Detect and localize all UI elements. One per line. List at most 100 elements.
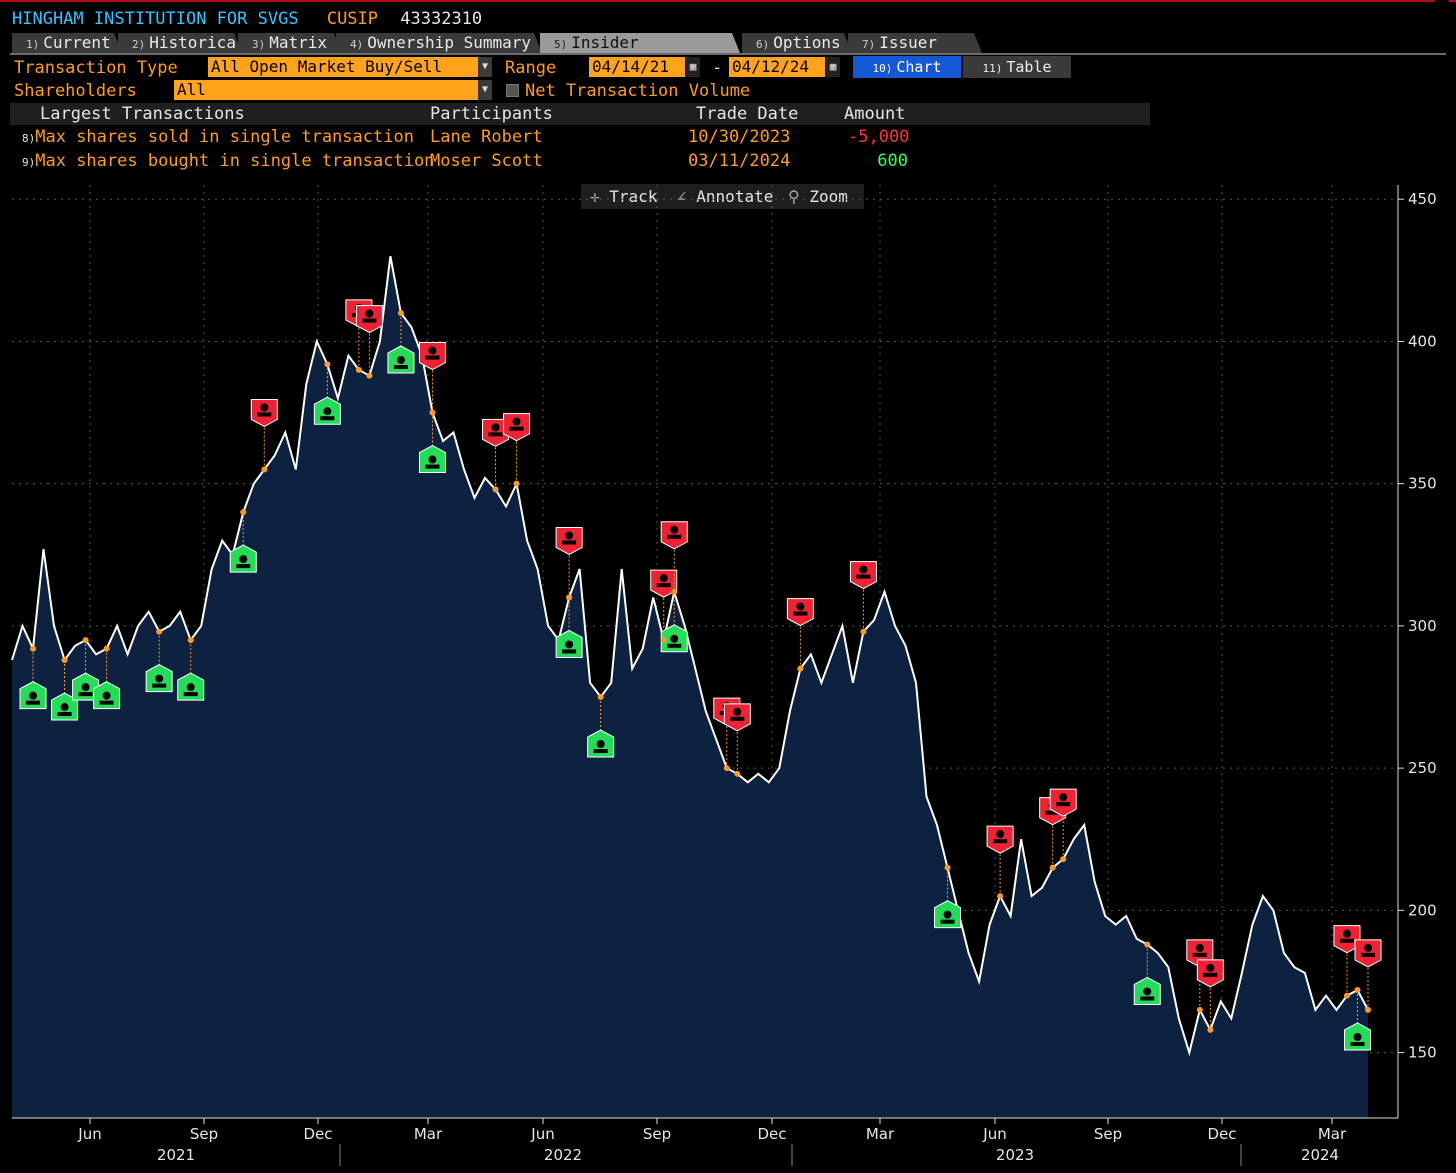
row-participant[interactable]: Lane Robert: [430, 127, 543, 147]
buy-marker-icon: [177, 672, 205, 701]
sell-marker-icon: [503, 413, 531, 442]
x-tick-label: Sep: [190, 1125, 218, 1143]
marker-point: [355, 366, 362, 373]
calendar-icon[interactable]: ▦: [826, 57, 840, 77]
marker-point: [324, 361, 331, 368]
sell-marker-icon: [650, 569, 678, 598]
tab-matrix[interactable]: 3) Matrix: [238, 33, 342, 53]
shareholders-select[interactable]: All: [174, 80, 478, 100]
table-row[interactable]: 8)Max shares sold in single transaction: [22, 127, 414, 147]
col-trade-date: Trade Date: [696, 104, 799, 124]
marker-point: [30, 645, 37, 652]
x-year-label: 2021: [157, 1146, 195, 1164]
buy-marker-icon: [313, 396, 341, 425]
marker-point: [261, 466, 268, 473]
col-participants: Participants: [430, 104, 553, 124]
pencil-icon: ∠: [677, 187, 687, 206]
chart-grid: [12, 185, 1398, 1118]
row-description: Max shares bought in single transaction: [35, 151, 435, 171]
buy-marker-icon: [418, 444, 446, 474]
marker-point: [1144, 941, 1151, 948]
marker-point: [1049, 864, 1056, 871]
row-participant[interactable]: Moser Scott: [430, 151, 543, 171]
tab-current[interactable]: 1) Current: [12, 33, 122, 53]
tab-ownership-summary[interactable]: 4) Ownership Summary: [336, 33, 542, 53]
id-value: 43332310: [400, 9, 483, 29]
sell-marker-icon: [786, 598, 814, 627]
shareholders-label: Shareholders: [14, 81, 137, 101]
buy-marker-icon: [145, 664, 173, 693]
chart-view-button[interactable]: 10) Chart: [853, 56, 961, 78]
sell-marker-icon: [1196, 959, 1224, 988]
x-tick-label: Mar: [414, 1125, 443, 1143]
marker-point: [660, 637, 667, 644]
x-tick-label: Dec: [757, 1125, 786, 1143]
sell-marker-icon: [723, 703, 751, 732]
calendar-icon[interactable]: ▦: [686, 57, 700, 77]
largest-transactions-header: [10, 103, 1150, 125]
price-line: [11, 255, 1369, 1057]
security-name: HINGHAM INSTITUTION FOR SVGS: [12, 9, 299, 29]
marker-point: [944, 864, 951, 871]
range-label: Range: [505, 58, 557, 78]
sell-marker-icon: [713, 697, 741, 726]
security-header: HINGHAM INSTITUTION FOR SVGS CUSIP 43332…: [12, 9, 482, 29]
x-year-label: 2024: [1301, 1146, 1339, 1164]
range-end-input[interactable]: 04/12/24: [729, 57, 825, 77]
x-tick-label: Mar: [1318, 1125, 1347, 1143]
chart-axes: 150 200 250 300 350 400 450 Jun Sep Dec Mar Jun Sep D…: [12, 185, 1437, 1166]
annotate-button[interactable]: ∠ Annotate: [677, 187, 774, 206]
buy-marker-icon: [387, 345, 415, 374]
x-tick-label: Jun: [982, 1125, 1006, 1143]
range-separator: -: [712, 58, 723, 78]
marker-point: [671, 588, 678, 595]
x-year-label: 2022: [544, 1146, 582, 1164]
marker-point: [566, 594, 573, 601]
marker-point: [82, 637, 89, 644]
chart-toolbar: [581, 184, 864, 209]
sell-marker-icon: [482, 418, 510, 447]
marker-point: [1354, 986, 1361, 993]
sell-marker-icon: [1039, 797, 1067, 826]
shareholders-dropdown-icon[interactable]: ▼: [478, 80, 492, 100]
net-volume-checkbox[interactable]: [506, 84, 519, 97]
tab-options[interactable]: 6) Options: [742, 33, 852, 53]
sell-marker-icon: [849, 561, 877, 590]
row-amount: 600: [877, 151, 908, 171]
marker-point: [429, 409, 436, 416]
row-date: 03/11/2024: [688, 151, 791, 171]
crosshair-icon: ✛: [590, 187, 600, 206]
x-tick-label: Jun: [530, 1125, 554, 1143]
sell-marker-icon: [418, 342, 446, 371]
row-amount: -5,000: [848, 127, 910, 147]
buy-marker-icon: [1133, 976, 1161, 1005]
tab-insider-transactions[interactable]: 5)Insider Transactions: [540, 33, 740, 53]
sell-marker-icon: [345, 299, 373, 328]
marker-point: [734, 770, 741, 777]
y-tick-label: 300: [1408, 617, 1437, 635]
id-type: CUSIP: [326, 9, 379, 29]
sell-marker-icon: [1049, 788, 1077, 817]
sell-marker-icon: [660, 521, 688, 550]
table-row[interactable]: 9)Max shares bought in single transactio…: [22, 151, 435, 171]
y-tick-label: 150: [1408, 1044, 1437, 1062]
buy-marker-icon: [19, 681, 47, 710]
tab-historical[interactable]: 2) Historical: [118, 33, 242, 53]
marker-point: [1060, 856, 1067, 863]
marker-point: [860, 628, 867, 635]
table-view-button[interactable]: 11) Table: [963, 56, 1071, 78]
buy-marker-icon: [660, 624, 688, 653]
row-description: Max shares sold in single transaction: [35, 127, 414, 147]
marker-point: [103, 645, 110, 652]
track-button[interactable]: ✛ Track: [590, 187, 658, 206]
tab-issuer-debt[interactable]: 7)Issuer Debt: [848, 33, 982, 53]
marker-point: [797, 665, 804, 672]
x-tick-label: Sep: [1094, 1125, 1122, 1143]
buy-marker-icon: [1343, 1022, 1371, 1051]
transaction-type-select[interactable]: All Open Market Buy/Sell: [208, 57, 478, 77]
range-start-input[interactable]: 04/14/21: [589, 57, 685, 77]
zoom-button[interactable]: ⚲ Zoom: [788, 187, 848, 206]
x-tick-label: Dec: [1207, 1125, 1236, 1143]
transaction-type-dropdown-icon[interactable]: ▼: [478, 57, 492, 77]
